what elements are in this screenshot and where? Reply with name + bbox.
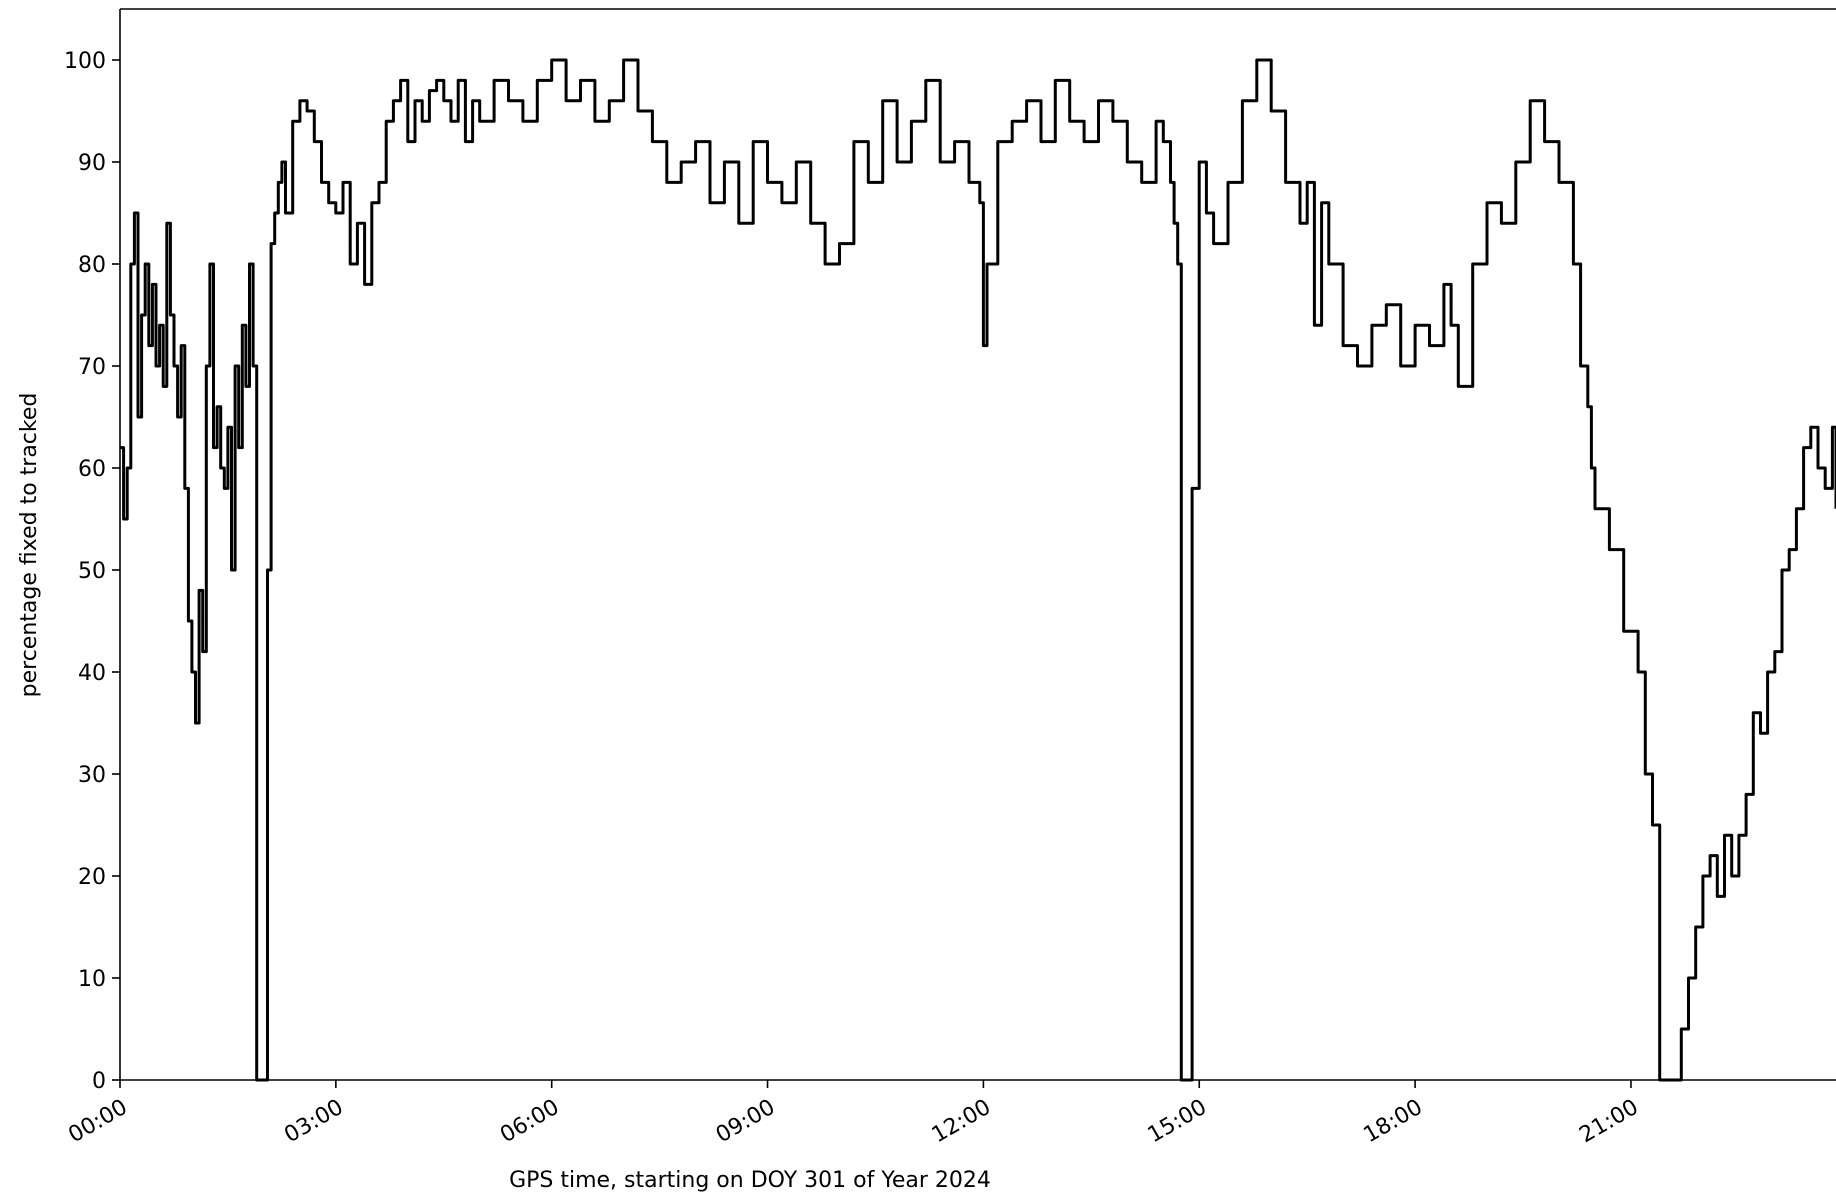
- y-tick-label: 40: [78, 661, 106, 686]
- axes-layer: [119, 8, 1836, 1081]
- y-ticks: 0 10 20 30 40 50 60 70 80 90 100: [64, 49, 120, 1094]
- data-series-layer: [120, 58, 1836, 1082]
- x-axis-label: GPS time, starting on DOY 301 of Year 20…: [509, 1168, 991, 1193]
- series-line-0: [120, 58, 1836, 1082]
- y-axis-label: percentage fixed to tracked: [17, 393, 42, 698]
- y-tick-label: 0: [92, 1069, 106, 1094]
- y-tick-label: 10: [78, 967, 106, 992]
- y-tick-label: 80: [78, 253, 106, 278]
- y-tick-label: 30: [78, 763, 106, 788]
- y-tick-label: 60: [78, 457, 106, 482]
- y-tick-label: 20: [78, 865, 106, 890]
- y-tick-label: 70: [78, 355, 106, 380]
- y-tick-label: 50: [78, 559, 106, 584]
- y-tick-label: 100: [64, 49, 106, 74]
- y-tick-label: 90: [78, 151, 106, 176]
